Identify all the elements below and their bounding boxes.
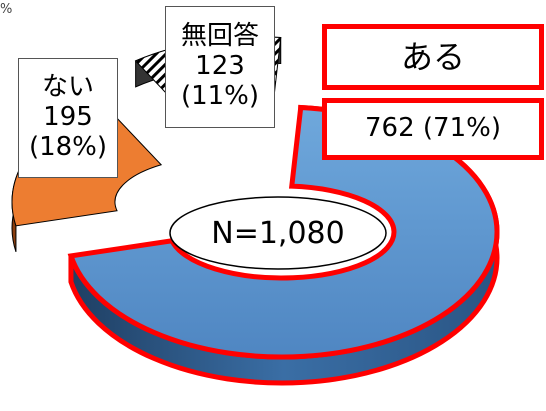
total-count-label: N=1,080 [211, 215, 345, 251]
slice-name: ある [400, 37, 465, 76]
slice-percent: (18%) [28, 131, 108, 162]
slice-percent: (11%) [180, 80, 260, 111]
slice-label-aru-name: ある [322, 24, 544, 90]
stray-percent-sign: % [0, 2, 13, 17]
slice-value: 762 (71%) [365, 113, 501, 144]
slice-value: 195 [43, 102, 93, 133]
slice-label-nai: ない 195 (18%) [18, 58, 118, 178]
slice-name: 無回答 [180, 21, 259, 52]
slice-name: ない [41, 72, 94, 103]
center-hole [169, 196, 387, 270]
axis-fragment: % [0, 2, 14, 302]
slice-label-mukaitou: 無回答 123 (11%) [165, 6, 275, 128]
pie-slice-aru [67, 104, 500, 360]
slice-value: 123 [195, 51, 245, 82]
slice-label-aru-value: 762 (71%) [322, 98, 544, 160]
